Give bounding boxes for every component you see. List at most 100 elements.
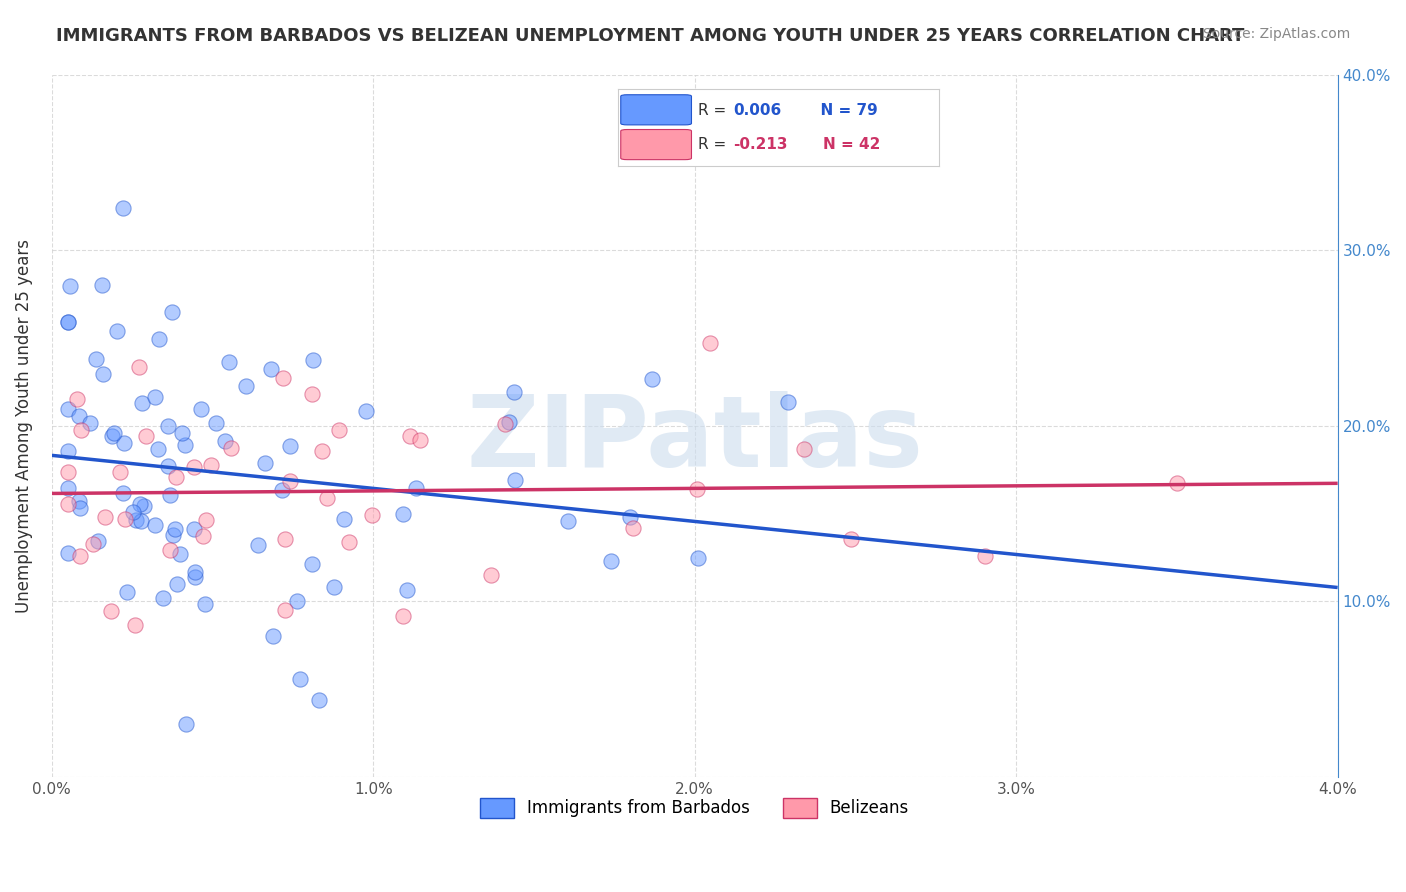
Immigrants from Barbados — [308, 693, 330, 707]
Legend: Immigrants from Barbados, Belizeans: Immigrants from Barbados, Belizeans — [474, 791, 915, 825]
Immigrants from Barbados — [301, 557, 323, 571]
Belizeans — [274, 603, 297, 617]
Immigrants from Barbados — [260, 361, 283, 376]
Immigrants from Barbados — [498, 415, 520, 429]
Immigrants from Barbados — [56, 315, 79, 329]
Immigrants from Barbados — [557, 514, 579, 528]
Immigrants from Barbados — [84, 351, 107, 366]
Immigrants from Barbados — [93, 367, 115, 381]
Immigrants from Barbados — [146, 442, 169, 456]
Belizeans — [301, 386, 323, 401]
Belizeans — [311, 443, 333, 458]
Immigrants from Barbados — [143, 517, 166, 532]
Belizeans — [686, 482, 709, 496]
Belizeans — [69, 423, 91, 437]
Immigrants from Barbados — [688, 551, 710, 566]
Immigrants from Barbados — [91, 277, 114, 292]
Immigrants from Barbados — [285, 594, 308, 608]
Immigrants from Barbados — [619, 510, 641, 524]
Immigrants from Barbados — [354, 403, 377, 417]
Belizeans — [108, 465, 131, 479]
Immigrants from Barbados — [332, 511, 354, 525]
Belizeans — [273, 532, 295, 546]
Belizeans — [409, 433, 432, 447]
Immigrants from Barbados — [56, 443, 79, 458]
Immigrants from Barbados — [166, 576, 188, 591]
Immigrants from Barbados — [67, 494, 90, 508]
Immigrants from Barbados — [67, 409, 90, 423]
Immigrants from Barbados — [600, 554, 623, 568]
Immigrants from Barbados — [218, 355, 240, 369]
Immigrants from Barbados — [122, 505, 145, 519]
Immigrants from Barbados — [183, 522, 205, 536]
Belizeans — [361, 508, 384, 522]
Belizeans — [100, 605, 122, 619]
Belizeans — [273, 371, 295, 385]
Immigrants from Barbados — [59, 278, 82, 293]
Immigrants from Barbados — [174, 438, 197, 452]
Belizeans — [974, 549, 997, 563]
Immigrants from Barbados — [103, 426, 125, 441]
Belizeans — [56, 497, 79, 511]
Immigrants from Barbados — [204, 416, 226, 430]
Immigrants from Barbados — [174, 717, 197, 731]
Immigrants from Barbados — [157, 459, 180, 474]
Belizeans — [183, 459, 205, 474]
Belizeans — [159, 542, 181, 557]
Immigrants from Barbados — [148, 332, 170, 346]
Text: Source: ZipAtlas.com: Source: ZipAtlas.com — [1202, 27, 1350, 41]
Belizeans — [621, 521, 644, 535]
Immigrants from Barbados — [111, 201, 134, 215]
Text: IMMIGRANTS FROM BARBADOS VS BELIZEAN UNEMPLOYMENT AMONG YOUTH UNDER 25 YEARS COR: IMMIGRANTS FROM BARBADOS VS BELIZEAN UNE… — [56, 27, 1244, 45]
Belizeans — [165, 470, 187, 484]
Belizeans — [399, 429, 422, 443]
Y-axis label: Unemployment Among Youth under 25 years: Unemployment Among Youth under 25 years — [15, 239, 32, 613]
Belizeans — [200, 458, 222, 472]
Belizeans — [94, 510, 117, 524]
Immigrants from Barbados — [253, 457, 276, 471]
Immigrants from Barbados — [391, 507, 413, 521]
Belizeans — [191, 529, 214, 543]
Immigrants from Barbados — [128, 497, 150, 511]
Immigrants from Barbados — [323, 580, 346, 594]
Belizeans — [195, 512, 218, 526]
Immigrants from Barbados — [190, 402, 212, 417]
Belizeans — [128, 359, 150, 374]
Immigrants from Barbados — [247, 538, 270, 552]
Immigrants from Barbados — [101, 429, 124, 443]
Immigrants from Barbados — [56, 546, 79, 560]
Immigrants from Barbados — [165, 522, 187, 536]
Immigrants from Barbados — [117, 585, 139, 599]
Belizeans — [65, 392, 87, 406]
Belizeans — [494, 417, 516, 432]
Belizeans — [219, 442, 242, 456]
Immigrants from Barbados — [278, 439, 301, 453]
Immigrants from Barbados — [143, 390, 166, 404]
Immigrants from Barbados — [503, 384, 526, 399]
Immigrants from Barbados — [69, 501, 91, 516]
Immigrants from Barbados — [641, 372, 664, 386]
Immigrants from Barbados — [262, 629, 284, 643]
Immigrants from Barbados — [505, 473, 527, 487]
Immigrants from Barbados — [170, 426, 193, 441]
Belizeans — [392, 609, 415, 624]
Immigrants from Barbados — [395, 582, 418, 597]
Belizeans — [124, 618, 146, 632]
Belizeans — [479, 567, 502, 582]
Immigrants from Barbados — [160, 305, 183, 319]
Belizeans — [69, 549, 91, 564]
Immigrants from Barbados — [235, 379, 257, 393]
Belizeans — [82, 537, 104, 551]
Immigrants from Barbados — [162, 527, 184, 541]
Belizeans — [328, 423, 350, 437]
Immigrants from Barbados — [302, 352, 325, 367]
Immigrants from Barbados — [56, 402, 79, 417]
Immigrants from Barbados — [776, 395, 799, 409]
Immigrants from Barbados — [131, 395, 153, 409]
Immigrants from Barbados — [129, 514, 152, 528]
Text: ZIPatlas: ZIPatlas — [467, 392, 924, 488]
Immigrants from Barbados — [194, 597, 217, 611]
Belizeans — [793, 442, 815, 456]
Belizeans — [315, 491, 337, 505]
Immigrants from Barbados — [134, 499, 156, 513]
